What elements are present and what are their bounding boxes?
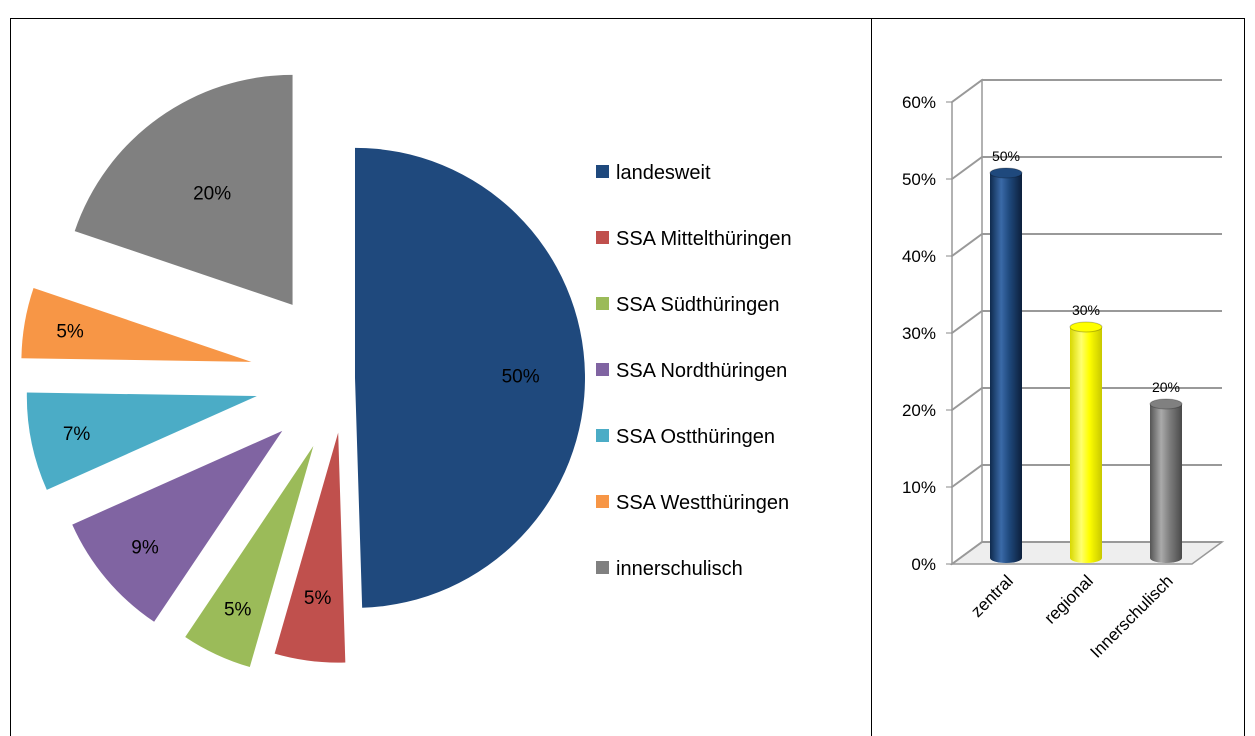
gridline-40 [951, 233, 1222, 257]
pie-slice-ssa-westthuringen [21, 288, 252, 362]
bar-label-regional: 30% [1072, 302, 1100, 318]
legend-swatch-ssa-mittelthuringen [596, 231, 609, 244]
pie-slice-ssa-mittelthuringen [274, 432, 346, 663]
pie-label-ssa-mittelthuringen: 5% [304, 588, 332, 609]
gridline-50 [951, 156, 1222, 180]
legend-swatch-ssa-westthuringen [596, 495, 609, 508]
pie-label-landesweit: 50% [502, 366, 540, 387]
pie-slice-landesweit [354, 147, 585, 608]
category-label-regional: regional [1041, 571, 1097, 627]
pie-chart: 50% 5% 5% 9% 7% 5% 20% landesweit SSA Mittelthü… [21, 74, 792, 668]
pie-label-innerschulisch: 20% [193, 184, 231, 205]
gridline-60 [951, 79, 1222, 103]
legend-swatch-landesweit [596, 165, 609, 178]
bar-zentral [989, 167, 1023, 563]
legend-label-ssa-ostthuringen: SSA Ostthüringen [616, 426, 775, 448]
frame-left-border [10, 18, 11, 736]
pie-slice-innerschulisch [74, 74, 293, 305]
gridline-20 [951, 387, 1222, 411]
legend-label-landesweit: landesweit [616, 162, 711, 184]
ytick-label-0: 0% [911, 555, 936, 574]
bar-label-zentral: 50% [992, 148, 1020, 164]
bar-regional [1069, 321, 1103, 563]
pie-slice-ssa-ostthuringen [26, 392, 257, 490]
frame-right-border [1244, 18, 1245, 736]
pie-label-ssa-ostthuringen: 7% [63, 424, 91, 445]
pie-label-ssa-westthuringen: 5% [56, 322, 84, 343]
legend-label-innerschulisch: innerschulisch [616, 558, 743, 580]
ytick-label-30: 30% [902, 324, 936, 343]
frame-top-border [10, 18, 1245, 19]
ytick-label-40: 40% [902, 247, 936, 266]
bar-innerschulisch [1149, 398, 1183, 563]
legend-swatch-ssa-ostthuringen [596, 429, 609, 442]
category-label-innerschulisch: Innerschulisch [1087, 571, 1177, 661]
ytick-label-10: 10% [902, 478, 936, 497]
legend-label-ssa-sudthuringen: SSA Südthüringen [616, 294, 779, 316]
gridline-0 [951, 541, 1222, 565]
category-label-zentral: zentral [967, 571, 1017, 621]
gridline-10 [951, 464, 1222, 488]
gridline-30 [951, 310, 1222, 334]
ytick-label-20: 20% [902, 401, 936, 420]
ytick-label-60: 60% [902, 93, 936, 112]
legend-swatch-ssa-sudthuringen [596, 297, 609, 310]
legend-label-ssa-nordthuringen: SSA Nordthüringen [616, 360, 787, 382]
legend-swatch-ssa-nordthuringen [596, 363, 609, 376]
ytick-label-50: 50% [902, 170, 936, 189]
legend-label-ssa-mittelthuringen: SSA Mittelthüringen [616, 228, 792, 250]
pie-slice-ssa-nordthuringen [72, 430, 283, 622]
pie-slice-ssa-sudthuringen [185, 446, 314, 668]
legend-label-ssa-westthuringen: SSA Westthüringen [616, 492, 789, 514]
pie-label-ssa-sudthuringen: 5% [224, 600, 252, 621]
legend-swatch-innerschulisch [596, 561, 609, 574]
frame-divider [871, 18, 872, 736]
pie-label-ssa-nordthuringen: 9% [131, 537, 159, 558]
bar-label-innerschulisch: 20% [1152, 379, 1180, 395]
